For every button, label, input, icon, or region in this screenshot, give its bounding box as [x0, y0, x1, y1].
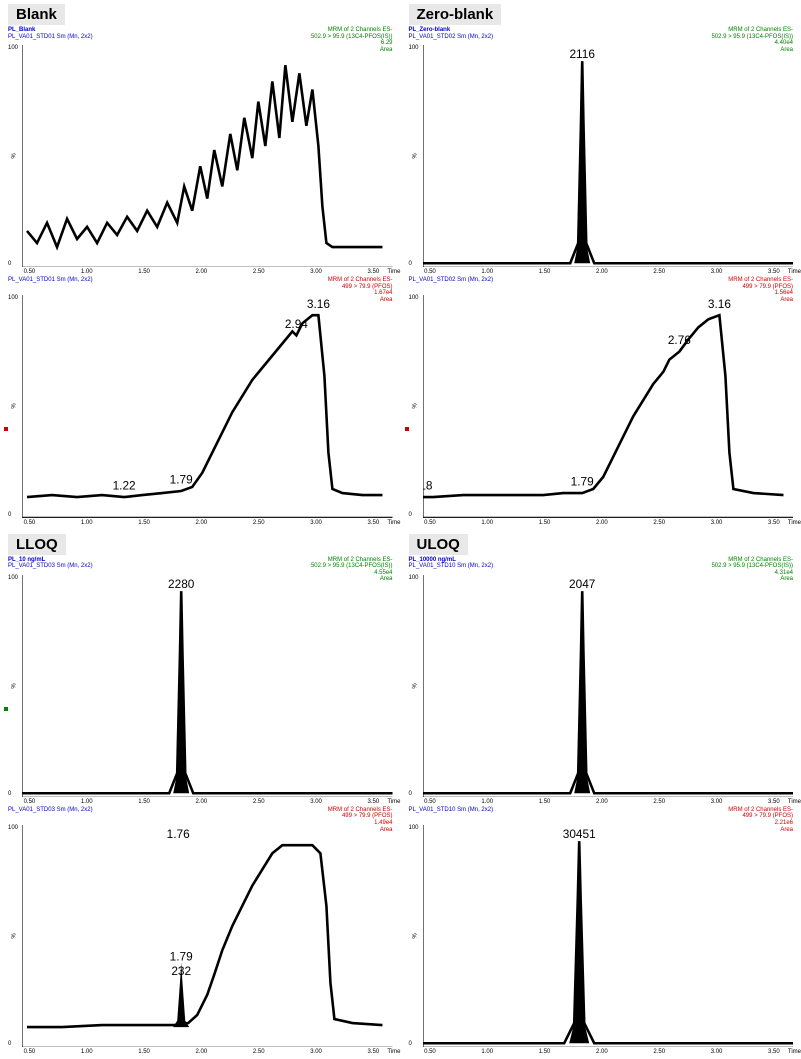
x-ticks: 0.501.001.502.002.503.003.50	[423, 520, 794, 526]
y-axis-pct: %	[12, 683, 18, 688]
x-ticks: 0.501.001.502.002.503.003.50	[423, 1049, 794, 1055]
plot-area: 1000%Time1.792321.760.501.001.502.002.50…	[22, 825, 393, 1047]
svg-text:3.16: 3.16	[307, 297, 330, 311]
panel-pair: PL_10000 ng/mLPL_VA01_STD10 Sm (Mn, 2x2)…	[409, 557, 794, 1057]
y-tick-bot: 0	[409, 512, 412, 518]
chromatogram-panel: PL_VA01_STD01 Sm (Mn, 2x2)MRM of 2 Chann…	[8, 277, 393, 527]
svg-text:2.94: 2.94	[285, 317, 308, 331]
sample-file: PL_VA01_STD01 Sm (Mn, 2x2)	[8, 34, 93, 41]
svg-text:2047: 2047	[569, 576, 595, 590]
quad-lloq: LLOQ PL_10 ng/mLPL_VA01_STD03 Sm (Mn, 2x…	[0, 530, 401, 1059]
sample-name: PL_10 ng/mL	[8, 557, 93, 564]
y-tick-top: 100	[409, 295, 419, 301]
chromatogram-panel: PL_VA01_STD03 Sm (Mn, 2x2)MRM of 2 Chann…	[8, 807, 393, 1057]
svg-text:1.79: 1.79	[170, 949, 193, 963]
quad-blank: Blank PL_BlankPL_VA01_STD01 Sm (Mn, 2x2)…	[0, 0, 401, 530]
sample-file: PL_VA01_STD03 Sm (Mn, 2x2)	[8, 563, 93, 570]
chromatogram-panel: PL_VA01_STD02 Sm (Mn, 2x2)MRM of 2 Chann…	[409, 277, 794, 527]
plot-area: 1000%Time0.181.792.763.160.501.001.502.0…	[423, 295, 794, 517]
svg-text:1.22: 1.22	[113, 479, 136, 493]
chromatogram-svg: 0.18 1.79 2.76 3.16	[423, 295, 794, 517]
svg-text:0.18: 0.18	[423, 479, 433, 493]
y-axis-pct: %	[412, 404, 418, 409]
chromatogram-panel: PL_10000 ng/mLPL_VA01_STD10 Sm (Mn, 2x2)…	[409, 557, 794, 807]
plot-area: 1000%Time1.7922800.501.001.502.002.503.0…	[22, 575, 393, 797]
plot-area: 1000%Time1.221.792.943.160.501.001.502.0…	[22, 295, 393, 517]
quad-title: LLOQ	[8, 534, 66, 555]
y-axis-pct: %	[412, 933, 418, 938]
series-marker-icon	[4, 707, 8, 711]
svg-text:1.79: 1.79	[570, 475, 593, 489]
chromatogram-svg: 1.22 1.79 2.94 3.16	[22, 295, 393, 517]
y-axis-pct: %	[412, 153, 418, 158]
plot-area: 1000%Time1.76304510.501.001.502.002.503.…	[423, 825, 794, 1047]
y-tick-top: 100	[409, 45, 419, 51]
y-axis-pct: %	[12, 153, 18, 158]
plot-area: 1000%Time0.501.001.502.002.503.003.50	[22, 45, 393, 267]
sample-file: PL_VA01_STD02 Sm (Mn, 2x2)	[409, 34, 494, 41]
svg-text:2280: 2280	[168, 576, 195, 590]
chromatogram-svg: 1.792047	[423, 575, 794, 797]
y-tick-top: 100	[8, 295, 18, 301]
y-tick-bot: 0	[409, 261, 412, 267]
quad-title: ULOQ	[409, 534, 468, 555]
sample-file: PL_VA01_STD03 Sm (Mn, 2x2)	[8, 807, 93, 814]
x-ticks: 0.501.001.502.002.503.003.50	[22, 799, 393, 805]
y-tick-bot: 0	[8, 261, 11, 267]
svg-text:2.76: 2.76	[667, 333, 690, 347]
chromatogram-svg: 1.79232 1.76	[22, 825, 393, 1047]
x-ticks: 0.501.001.502.002.503.003.50	[423, 799, 794, 805]
series-marker-icon	[4, 427, 8, 431]
svg-text:3.16: 3.16	[707, 297, 730, 311]
quad-uloq: ULOQ PL_10000 ng/mLPL_VA01_STD10 Sm (Mn,…	[401, 530, 801, 1059]
quad-title: Blank	[8, 4, 65, 25]
chromatogram-svg: 1.792116	[423, 45, 794, 267]
sample-file: PL_VA01_STD02 Sm (Mn, 2x2)	[409, 277, 494, 284]
sample-name: PL_Blank	[8, 27, 93, 34]
sample-file: PL_VA01_STD10 Sm (Mn, 2x2)	[409, 563, 494, 570]
svg-text:1.79: 1.79	[170, 473, 193, 487]
chromatogram-svg: 1.792280	[22, 575, 393, 797]
y-axis-pct: %	[412, 683, 418, 688]
sample-name: PL_10000 ng/mL	[409, 557, 494, 564]
chromatogram-panel: PL_Zero-blankPL_VA01_STD02 Sm (Mn, 2x2)M…	[409, 27, 794, 277]
sample-file: PL_VA01_STD01 Sm (Mn, 2x2)	[8, 277, 93, 284]
chromatogram-panel: PL_VA01_STD10 Sm (Mn, 2x2)MRM of 2 Chann…	[409, 807, 794, 1057]
y-tick-bot: 0	[8, 791, 11, 797]
svg-text:232: 232	[171, 964, 191, 978]
plot-area: 1000%Time1.7921160.501.001.502.002.503.0…	[423, 45, 794, 267]
y-tick-bot: 0	[8, 1041, 11, 1047]
svg-text:2116: 2116	[569, 47, 595, 61]
svg-text:30451: 30451	[562, 827, 595, 841]
y-axis-pct: %	[12, 404, 18, 409]
y-tick-bot: 0	[409, 1041, 412, 1047]
plot-area: 1000%Time1.7920470.501.001.502.002.503.0…	[423, 575, 794, 797]
y-tick-bot: 0	[409, 791, 412, 797]
sample-file: PL_VA01_STD10 Sm (Mn, 2x2)	[409, 807, 494, 814]
panel-pair: PL_Blank PL_VA01_STD01 Sm (Mn, 2x2)MRM of…	[8, 27, 393, 527]
chromatogram-svg: 1.7630451	[423, 825, 794, 1047]
y-tick-top: 100	[8, 825, 18, 831]
chromatogram-svg	[22, 45, 393, 267]
y-tick-top: 100	[409, 825, 419, 831]
y-axis-pct: %	[12, 933, 18, 938]
chromatogram-panel: PL_10 ng/mLPL_VA01_STD03 Sm (Mn, 2x2)MRM…	[8, 557, 393, 807]
figure-grid: Blank PL_BlankPL_VA01_STD01 Sm (Mn, 2x2)…	[0, 0, 801, 578]
x-ticks: 0.501.001.502.002.503.003.50	[423, 269, 794, 275]
x-ticks: 0.501.001.502.002.503.003.50	[22, 269, 393, 275]
quad-title: Zero-blank	[409, 4, 502, 25]
sample-name: PL_Zero-blank	[409, 27, 494, 34]
panel-pair: PL_10 ng/mL PL_VA01_STD03 Sm (Mn, 2x2)MRM…	[8, 557, 393, 1057]
x-ticks: 0.501.001.502.002.503.003.50	[22, 1049, 393, 1055]
panel-pair: PL_Zero-blank PL_VA01_STD02 Sm (Mn, 2x2)M…	[409, 27, 794, 527]
series-marker-icon	[405, 427, 409, 431]
x-ticks: 0.501.001.502.002.503.003.50	[22, 520, 393, 526]
chromatogram-panel: PL_BlankPL_VA01_STD01 Sm (Mn, 2x2)MRM of…	[8, 27, 393, 277]
y-tick-top: 100	[8, 45, 18, 51]
svg-text:1.76: 1.76	[167, 827, 190, 841]
quad-zeroblank: Zero-blank PL_Zero-blankPL_VA01_STD02 Sm…	[401, 0, 801, 530]
y-tick-bot: 0	[8, 512, 11, 518]
